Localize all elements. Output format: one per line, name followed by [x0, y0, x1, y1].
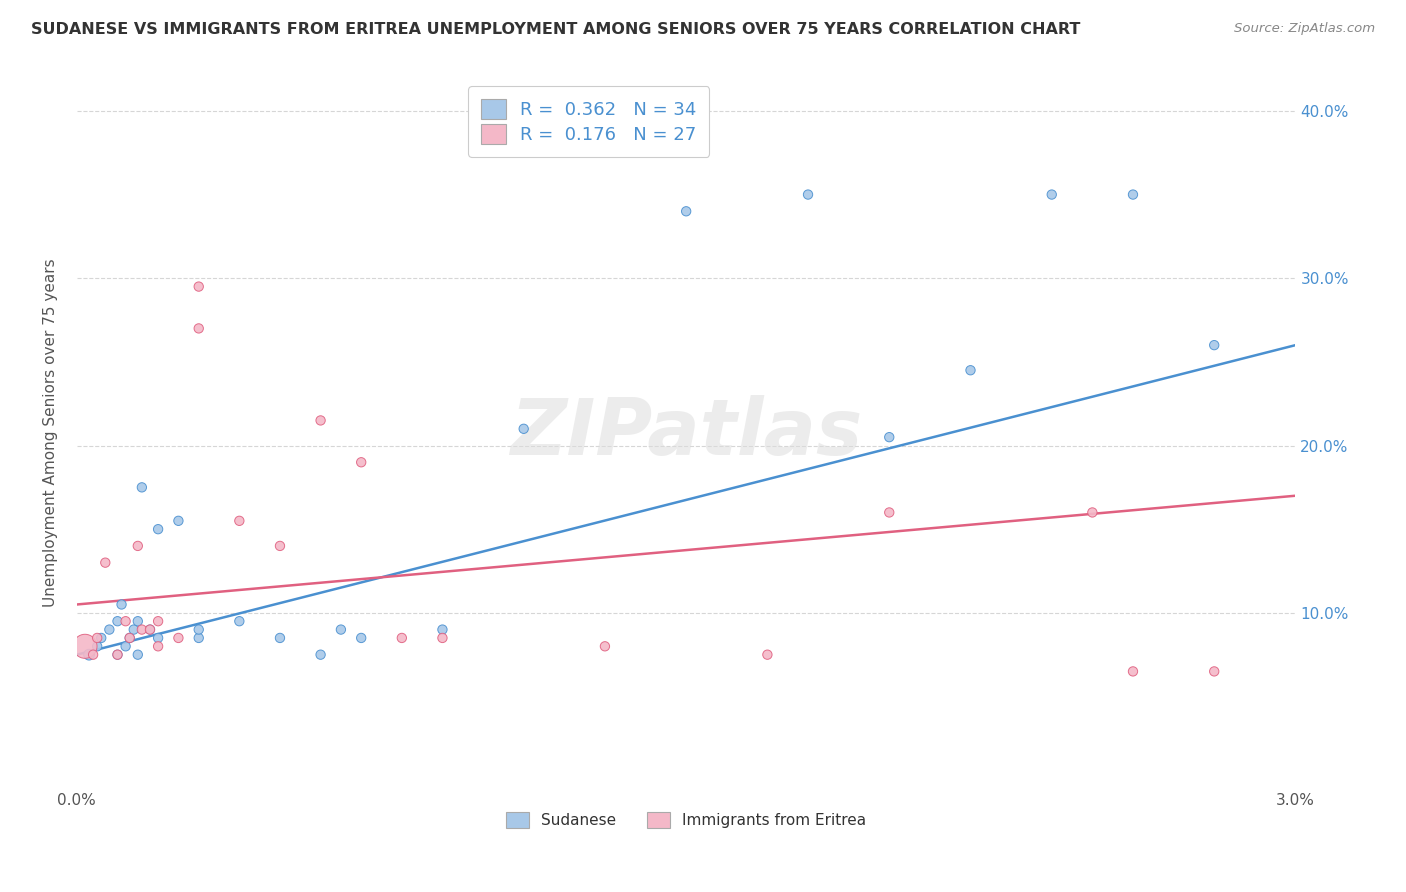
Point: [1040, 187, 1063, 202]
Point: [107, 614, 129, 628]
Point: [1204, 665, 1226, 679]
Point: [167, 514, 190, 528]
Point: [1081, 506, 1104, 520]
Point: [107, 648, 129, 662]
Point: [187, 321, 209, 335]
Point: [432, 623, 454, 637]
Point: [127, 539, 149, 553]
Point: [228, 514, 250, 528]
Point: [73, 640, 96, 654]
Point: [432, 631, 454, 645]
Point: [187, 631, 209, 645]
Point: [127, 648, 149, 662]
Point: [98, 623, 121, 637]
Point: [269, 539, 291, 553]
Point: [1122, 187, 1144, 202]
Point: [146, 522, 169, 536]
Point: [114, 614, 136, 628]
Point: [877, 506, 900, 520]
Point: [391, 631, 413, 645]
Point: [90, 631, 112, 645]
Point: [131, 623, 153, 637]
Point: [146, 631, 169, 645]
Point: [1122, 665, 1144, 679]
Point: [877, 430, 900, 444]
Point: [122, 623, 145, 637]
Point: [350, 455, 373, 469]
Point: [146, 640, 169, 654]
Point: [350, 631, 373, 645]
Point: [187, 623, 209, 637]
Point: [329, 623, 352, 637]
Point: [228, 614, 250, 628]
Point: [118, 631, 141, 645]
Point: [593, 145, 616, 160]
Point: [309, 648, 332, 662]
Point: [797, 187, 820, 202]
Point: [118, 631, 141, 645]
Point: [131, 480, 153, 494]
Y-axis label: Unemployment Among Seniors over 75 years: Unemployment Among Seniors over 75 years: [44, 259, 58, 607]
Legend: Sudanese, Immigrants from Eritrea: Sudanese, Immigrants from Eritrea: [501, 806, 872, 834]
Point: [139, 623, 162, 637]
Point: [167, 631, 190, 645]
Point: [77, 648, 100, 662]
Point: [86, 631, 108, 645]
Text: SUDANESE VS IMMIGRANTS FROM ERITREA UNEMPLOYMENT AMONG SENIORS OVER 75 YEARS COR: SUDANESE VS IMMIGRANTS FROM ERITREA UNEM…: [31, 22, 1080, 37]
Point: [1204, 338, 1226, 352]
Point: [309, 413, 332, 427]
Point: [512, 422, 534, 436]
Point: [110, 598, 132, 612]
Point: [187, 279, 209, 293]
Point: [756, 648, 779, 662]
Text: ZIPatlas: ZIPatlas: [510, 395, 862, 471]
Point: [107, 648, 129, 662]
Point: [94, 556, 117, 570]
Point: [82, 648, 104, 662]
Point: [146, 614, 169, 628]
Point: [269, 631, 291, 645]
Point: [114, 640, 136, 654]
Point: [593, 640, 616, 654]
Text: Source: ZipAtlas.com: Source: ZipAtlas.com: [1234, 22, 1375, 36]
Point: [959, 363, 981, 377]
Point: [86, 640, 108, 654]
Point: [675, 204, 697, 219]
Point: [127, 614, 149, 628]
Point: [139, 623, 162, 637]
